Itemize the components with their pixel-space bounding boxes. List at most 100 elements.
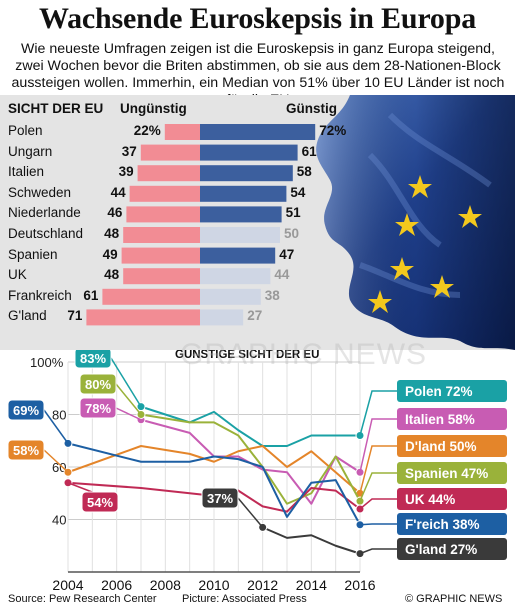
start-label: 78% xyxy=(85,401,111,416)
unfavourable-value: 48 xyxy=(104,226,120,241)
start-label-box xyxy=(81,491,119,513)
series-line xyxy=(67,481,361,513)
page-title: Wachsende Euroskepsis in Europa xyxy=(38,2,476,35)
country-label: Spanien xyxy=(8,246,58,262)
end-label-box xyxy=(397,435,507,457)
series-end-label: D'land 50% xyxy=(405,439,476,454)
favourable-value: 61 xyxy=(301,143,317,159)
series-line xyxy=(67,445,361,495)
callout-line xyxy=(359,445,397,494)
bar-unfavourable xyxy=(86,309,200,326)
series-end-label: UK 44% xyxy=(405,492,455,507)
bar-unfavourable xyxy=(123,227,200,243)
callout-line xyxy=(359,390,397,436)
country-label: Schweden xyxy=(8,184,72,200)
end-label-box xyxy=(397,513,507,535)
x-tick-label: 2016 xyxy=(344,577,375,593)
end-label-box xyxy=(397,488,507,510)
bar-favourable xyxy=(200,247,276,264)
picture-credit: Picture: Associated Press xyxy=(182,593,307,605)
favourable-value: 44 xyxy=(274,267,290,283)
bar-favourable xyxy=(200,185,287,202)
country-label: UK xyxy=(8,267,27,283)
unfavourable-value: 48 xyxy=(104,267,120,283)
legend-favourable: Günstig xyxy=(286,101,337,116)
series-end-label: G'land 27% xyxy=(405,542,477,557)
series-line xyxy=(140,418,361,505)
favourable-value: 51 xyxy=(285,205,301,221)
bar-favourable xyxy=(200,268,271,285)
y-tick-label: 80 xyxy=(52,408,66,423)
series-end-label: Polen 72% xyxy=(405,384,473,399)
unfavourable-value: 37 xyxy=(121,143,137,159)
start-label-box xyxy=(74,350,112,369)
callout-line xyxy=(115,383,142,415)
start-label: 58% xyxy=(13,443,39,458)
bar-favourable xyxy=(200,309,244,326)
y-tick-label: 40 xyxy=(52,513,66,528)
callout-line xyxy=(359,472,397,502)
country-label: G'land xyxy=(8,308,47,324)
start-label-box xyxy=(7,399,45,421)
callout-line xyxy=(43,409,69,444)
unfavourable-value: 49 xyxy=(102,246,118,262)
unfavourable-value: 39 xyxy=(118,164,134,180)
start-label: 69% xyxy=(13,403,39,418)
start-label: 54% xyxy=(87,495,113,510)
country-label: Niederlande xyxy=(8,205,81,221)
watermark: GRAPHIC NEWS xyxy=(180,338,428,371)
end-label-box xyxy=(397,380,507,402)
bar-unfavourable xyxy=(164,124,200,140)
callout-line xyxy=(115,407,142,421)
country-label: Frankreich xyxy=(8,287,72,303)
unfavourable-value: 22% xyxy=(133,123,161,138)
start-label-box xyxy=(79,373,117,395)
bar-unfavourable xyxy=(140,144,200,161)
end-label-box xyxy=(397,462,507,484)
line-chart: 100% 80 60 40 2004 2006 2008 2010 2012 2014 2016 GÜ… xyxy=(7,350,507,593)
series-line xyxy=(140,405,360,447)
bar-unfavourable xyxy=(102,288,200,305)
country-label: Polen xyxy=(8,123,43,138)
callout-line xyxy=(359,523,397,526)
bar-favourable xyxy=(200,124,316,140)
favourable-value: 58 xyxy=(296,164,312,180)
callout-line xyxy=(359,418,397,473)
callout-line xyxy=(110,357,142,408)
bar-header: SICHT DER EU xyxy=(8,101,104,116)
bar-unfavourable xyxy=(121,247,200,264)
favourable-value: 72% xyxy=(319,123,347,138)
start-label-box xyxy=(7,439,45,461)
favourable-value: 27 xyxy=(247,308,263,324)
unfavourable-value: 71 xyxy=(67,308,83,324)
unfavourable-value: 44 xyxy=(110,184,126,200)
favourable-value: 38 xyxy=(264,287,280,303)
series-end-label: F'reich 38% xyxy=(405,517,480,532)
x-tick-label: 2014 xyxy=(296,577,327,593)
callout-line xyxy=(359,498,397,510)
copyright: © GRAPHIC NEWS xyxy=(405,593,503,605)
callout-line xyxy=(237,497,264,528)
country-label: Italien xyxy=(8,164,45,180)
bar-unfavourable xyxy=(126,206,200,223)
bar-favourable xyxy=(200,206,282,223)
callout-line xyxy=(43,449,69,473)
bar-favourable xyxy=(200,227,280,243)
legend-unfavourable: Ungünstig xyxy=(120,101,187,116)
country-label: Ungarn xyxy=(8,143,53,159)
bar-chart xyxy=(86,124,316,326)
x-tick-label: 2006 xyxy=(101,577,132,593)
bar-favourable xyxy=(200,144,298,161)
x-tick-label: 2010 xyxy=(198,577,229,593)
start-label-box xyxy=(79,397,117,419)
series-end-label: Spanien 47% xyxy=(405,466,488,481)
series-line xyxy=(67,442,361,526)
bar-unfavourable xyxy=(129,185,200,202)
y-tick-label: 100% xyxy=(30,355,64,370)
start-label: 80% xyxy=(85,377,111,392)
unfavourable-value: 61 xyxy=(83,287,99,303)
bar-favourable xyxy=(200,288,261,305)
start-label: 37% xyxy=(207,491,233,506)
bar-unfavourable xyxy=(137,165,200,182)
unfavourable-value: 46 xyxy=(107,205,123,221)
